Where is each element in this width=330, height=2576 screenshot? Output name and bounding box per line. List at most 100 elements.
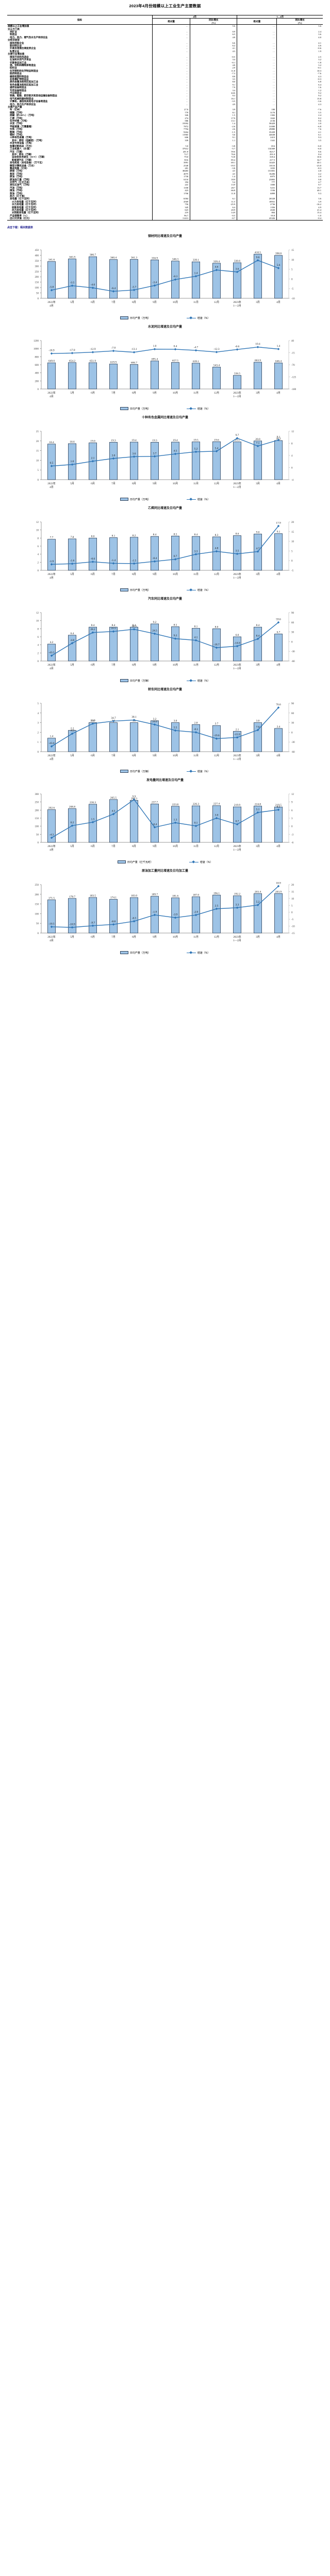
table-row: 制造业… 6.5… 3.6	[7, 33, 323, 36]
row-value-1: 339	[152, 139, 190, 142]
svg-text:4月: 4月	[276, 844, 280, 848]
table-row: 主要行业增加值	[7, 53, 323, 56]
svg-text:-6.4: -6.4	[111, 287, 116, 290]
chart-plot-area: 0 50 100 150 200 250 300 -6 -3 0 3 6 9 12 202.6 208.8 23…	[7, 783, 323, 860]
chart-plot-area: 0 5 10 15 20 25 -4 0 4 8 12 18.4 18.6 19.0 19.3 19.4 19.…	[7, 420, 323, 497]
table-row: 布（亿米） 27.0 3.9 100 -7.6	[7, 108, 323, 111]
svg-text:5月: 5月	[70, 391, 74, 395]
svg-text:6月: 6月	[91, 754, 95, 757]
svg-text:5: 5	[291, 905, 293, 907]
svg-text:11月: 11月	[193, 482, 199, 485]
svg-text:4月: 4月	[50, 757, 54, 761]
chart-legend: 日均产量（万吨） 增速（%）	[0, 951, 330, 955]
row-label: 原油（万吨）	[10, 175, 24, 178]
svg-text:3.6: 3.6	[236, 267, 239, 270]
svg-text:2.1: 2.1	[91, 456, 95, 460]
svg-text:4月: 4月	[276, 300, 280, 304]
row-value-4: 15.4	[276, 211, 323, 214]
svg-text:12月: 12月	[214, 572, 219, 576]
svg-text:-10.5: -10.5	[48, 922, 55, 925]
row-label: 汽车（万辆）	[10, 150, 24, 153]
main-data-table-wrapper: 指标 4月 1—4月 绝对量 同比增长 (%) 绝对量 同比增长 (%)	[0, 10, 330, 221]
svg-text:178.7: 178.7	[69, 895, 75, 898]
row-value-4: -0.6	[276, 47, 323, 50]
row-value-4: 3.2	[276, 63, 323, 67]
svg-text:0.2: 0.2	[71, 821, 74, 824]
svg-text:8.1: 8.1	[194, 625, 198, 628]
row-label: 计算机、通信和其他电子设备制造业	[10, 100, 48, 103]
svg-text:3.0: 3.0	[215, 814, 219, 817]
svg-text:5.6: 5.6	[277, 264, 280, 267]
svg-text:2.4: 2.4	[277, 725, 280, 728]
table-head: 指标 4月 1—4月 绝对量 同比增长 (%) 绝对量 同比增长 (%)	[7, 14, 323, 25]
svg-text:8: 8	[38, 628, 39, 631]
legend-item-bar: 日均产量（万辆）	[120, 770, 151, 773]
svg-text:38.1: 38.1	[131, 716, 137, 719]
row-value-2: 76.6	[190, 152, 237, 156]
header-abs-april: 绝对量	[152, 18, 190, 25]
row-value-3: 134369	[237, 147, 277, 150]
row-value-3: 29880	[237, 128, 277, 131]
svg-text:7月: 7月	[111, 935, 116, 939]
svg-text:0.1: 0.1	[194, 821, 198, 824]
svg-text:400: 400	[35, 255, 39, 257]
svg-text:4: 4	[291, 455, 293, 457]
svg-text:356.9: 356.9	[152, 257, 158, 260]
svg-text:398.8: 398.8	[275, 252, 282, 255]
row-label: 煤炭开采和洗选业	[10, 55, 29, 58]
svg-text:800: 800	[35, 356, 39, 359]
legend-label-line: 增速（%）	[197, 770, 210, 773]
svg-text:-4: -4	[291, 479, 294, 482]
svg-text:8月: 8月	[132, 300, 136, 304]
table-row: 农副食品加工业… -0.1… -1.8	[7, 61, 323, 64]
svg-text:-1.9: -1.9	[153, 910, 157, 913]
row-value-1: 9264	[152, 130, 190, 134]
row-value-2: -3.8	[190, 144, 237, 148]
svg-text:9.1: 9.1	[277, 530, 280, 533]
svg-text:-3: -3	[291, 834, 294, 836]
svg-text:619.9: 619.9	[110, 361, 117, 364]
table-row: 烧碱（折100%）（万吨） 326 1.5 1302 2.4	[7, 114, 323, 117]
svg-text:19.3: 19.3	[152, 439, 157, 442]
table-row: 化学纤维（万吨） 586 13.1 2136 9.6	[7, 120, 323, 123]
row-value-4: -7.6	[276, 108, 323, 111]
row-value-2: 8.0	[190, 80, 237, 83]
legend-label-line: 增速（%）	[197, 679, 210, 683]
svg-text:-1.5: -1.5	[132, 559, 137, 562]
bar-swatch-icon	[117, 860, 126, 864]
row-value-2: 69.1	[190, 161, 237, 164]
svg-text:341.6: 341.6	[48, 258, 55, 261]
row-label: 国有控股企业	[10, 41, 24, 44]
svg-text:8.4: 8.4	[256, 624, 260, 627]
row-label: 橡胶和塑料制品业	[10, 75, 29, 78]
row-value-2: 72.8	[190, 156, 237, 159]
svg-text:34.7: 34.7	[111, 717, 116, 720]
svg-text:4月: 4月	[50, 667, 54, 670]
chart-title: 钢材同比增速及日均产量	[147, 234, 182, 238]
download-bar[interactable]: 点击下载：相关数据表	[7, 226, 323, 229]
row-value-4: 13.7	[276, 186, 323, 190]
row-value-3: 5231	[237, 186, 277, 190]
svg-text:-3.4: -3.4	[153, 281, 157, 284]
svg-text:6.0: 6.0	[236, 634, 239, 637]
row-value-3: 23803	[237, 178, 277, 181]
svg-text:8.4: 8.4	[112, 624, 116, 627]
table-header-sub-row: 绝对量 同比增长 (%) 绝对量 同比增长 (%)	[7, 18, 323, 25]
download-link[interactable]: 点击下载：相关数据表	[7, 226, 34, 229]
svg-text:5月: 5月	[70, 754, 74, 757]
header-yoy-april-line1: 同比增长	[209, 19, 219, 22]
row-label: 煤油（万吨）	[10, 189, 24, 192]
table-row: 发电机组（发电设备）（万千瓦） 3991 69.1 14425 40.1	[7, 161, 323, 164]
row-value-2: 5.6	[190, 133, 237, 137]
svg-text:192.2: 192.2	[234, 892, 240, 895]
row-value-4: -1.0	[276, 214, 323, 217]
row-value-2: 85.4	[190, 158, 237, 162]
svg-text:8.2: 8.2	[133, 534, 136, 537]
row-value-4: 10.6	[276, 156, 323, 159]
svg-text:350: 350	[35, 260, 39, 263]
table-row: 新能源汽车（万辆） 58.6 85.4 217.5 34.7	[7, 158, 323, 162]
svg-text:202.6: 202.6	[48, 806, 55, 809]
table-row: 风力发电量（亿千瓦时） 623 20.9 2630 21.4	[7, 209, 323, 212]
row-value-4: 9.8	[276, 178, 323, 181]
row-label: 其中：原铝（电解铝）（万吨）	[12, 139, 44, 142]
